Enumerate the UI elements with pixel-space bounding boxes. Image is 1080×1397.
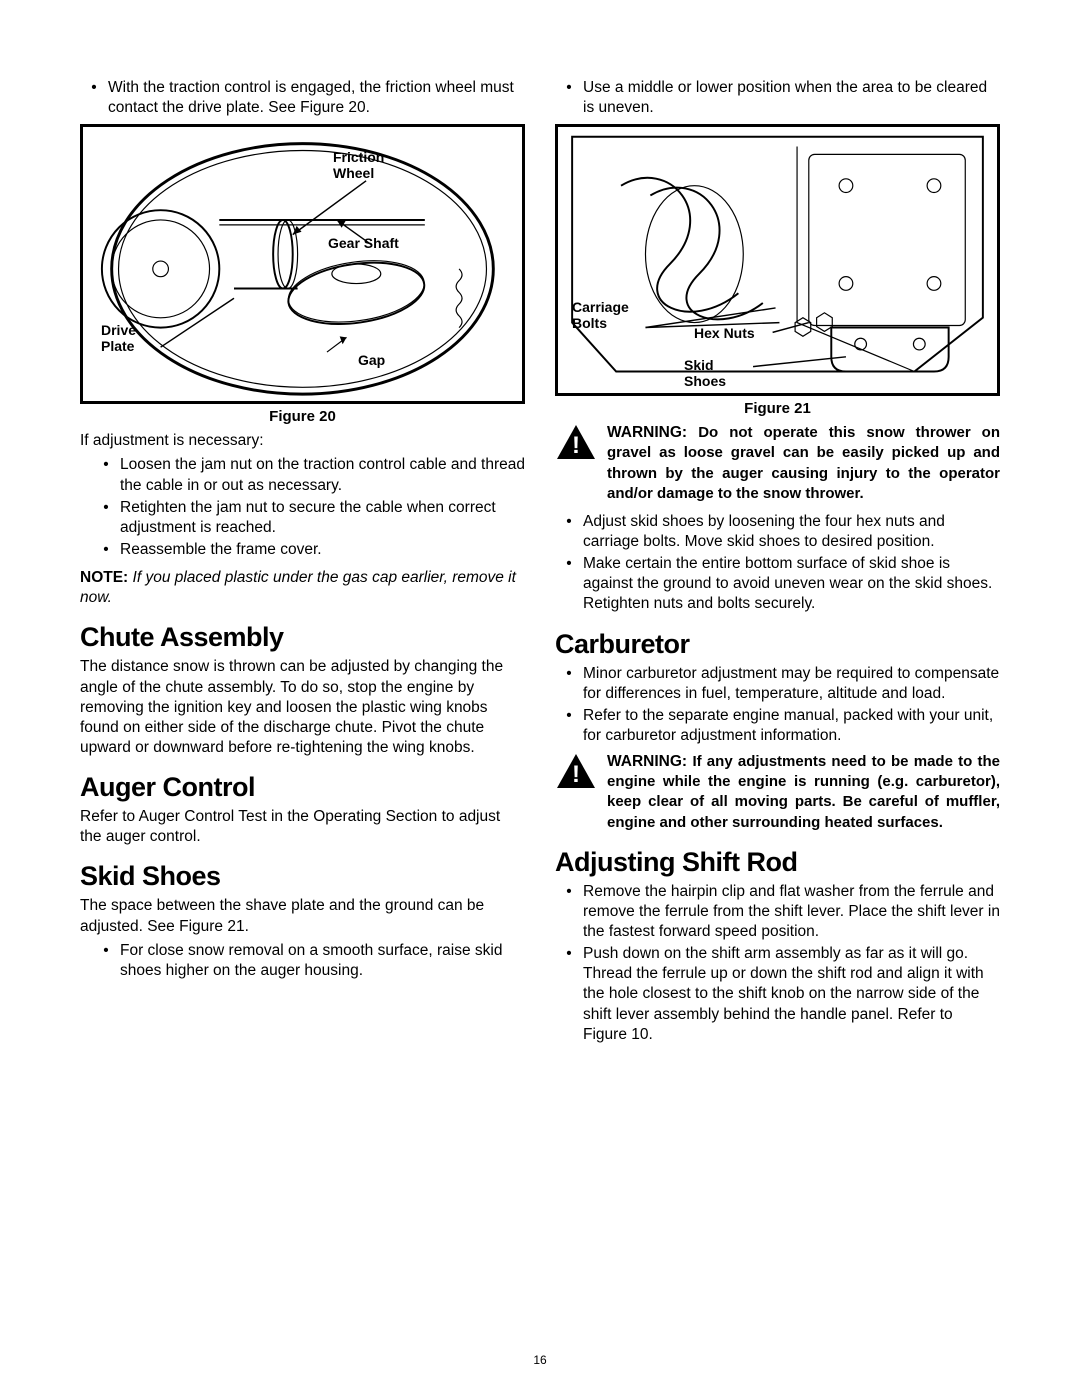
heading-carburetor: Carburetor [555,629,1000,660]
heading-shift-rod: Adjusting Shift Rod [555,847,1000,878]
figure-21-caption: Figure 21 [555,400,1000,417]
bullet-item: • Use a middle or lower position when th… [555,78,1000,118]
label-carriage-bolts: Carriage Bolts [572,299,629,331]
bullet-item: • Loosen the jam nut on the traction con… [80,455,525,495]
bullet-item: • Adjust skid shoes by loosening the fou… [555,512,1000,552]
warning-text: WARNING: If any adjustments need to be m… [607,752,1000,833]
paragraph: The distance snow is thrown can be adjus… [80,657,525,758]
bullet-text: Push down on the shift arm assembly as f… [583,944,1000,1045]
svg-text:!: ! [572,761,580,788]
bullet-dot: • [80,498,120,518]
paragraph: If adjustment is necessary: [80,431,525,451]
bullet-text: Remove the hairpin clip and flat washer … [583,882,1000,942]
left-column: • With the traction control is engaged, … [80,78,525,1047]
bullet-text: Adjust skid shoes by loosening the four … [583,512,1000,552]
warning-icon: ! [555,752,597,833]
bullet-text: Retighten the jam nut to secure the cabl… [120,498,525,538]
note-text: If you placed plastic under the gas cap … [80,569,516,606]
warning-label: WARNING: [607,753,687,770]
two-column-layout: • With the traction control is engaged, … [80,78,1000,1047]
heading-auger: Auger Control [80,772,525,803]
bullet-dot: • [80,78,108,98]
bullet-dot: • [555,512,583,532]
figure-20-caption: Figure 20 [80,408,525,425]
bullet-text: Reassemble the frame cover. [120,540,525,560]
figure-21: Carriage Bolts Hex Nuts Skid Shoes [555,124,1000,396]
bullet-item: • Make certain the entire bottom surface… [555,554,1000,614]
bullet-item: • With the traction control is engaged, … [80,78,525,118]
figure-21-svg [558,127,997,393]
right-column: • Use a middle or lower position when th… [555,78,1000,1047]
heading-skid: Skid Shoes [80,861,525,892]
bullet-dot: • [555,554,583,574]
label-friction-wheel: Friction Wheel [333,149,384,181]
bullet-dot: • [555,78,583,98]
note-label: NOTE: [80,569,128,586]
bullet-text: Refer to the separate engine manual, pac… [583,706,1000,746]
bullet-text: Loosen the jam nut on the traction contr… [120,455,525,495]
bullet-dot: • [555,706,583,726]
warning-label: WARNING: [607,424,687,441]
bullet-text: Make certain the entire bottom surface o… [583,554,1000,614]
figure-20-svg [83,127,522,401]
bullet-dot: • [80,455,120,475]
bullet-dot: • [555,664,583,684]
bullet-dot: • [555,944,583,964]
warning-block: ! WARNING: If any adjustments need to be… [555,752,1000,833]
bullet-dot: • [80,941,120,961]
bullet-item: • Minor carburetor adjustment may be req… [555,664,1000,704]
bullet-text: With the traction control is engaged, th… [108,78,525,118]
bullet-text: Use a middle or lower position when the … [583,78,1000,118]
bullet-item: • Retighten the jam nut to secure the ca… [80,498,525,538]
warning-text: WARNING: Do not operate this snow throwe… [607,423,1000,504]
label-gear-shaft: Gear Shaft [328,235,399,251]
bullet-item: • Push down on the shift arm assembly as… [555,944,1000,1045]
paragraph: Refer to Auger Control Test in the Opera… [80,807,525,847]
page-number: 16 [0,1353,1080,1367]
label-skid-shoes: Skid Shoes [684,357,726,389]
note-block: NOTE: If you placed plastic under the ga… [80,568,525,608]
label-gap: Gap [358,352,385,368]
bullet-item: • For close snow removal on a smooth sur… [80,941,525,981]
bullet-item: • Reassemble the frame cover. [80,540,525,560]
bullet-text: Minor carburetor adjustment may be requi… [583,664,1000,704]
bullet-dot: • [555,882,583,902]
warning-block: ! WARNING: Do not operate this snow thro… [555,423,1000,504]
bullet-text: For close snow removal on a smooth surfa… [120,941,525,981]
bullet-item: • Remove the hairpin clip and flat washe… [555,882,1000,942]
paragraph: The space between the shave plate and th… [80,896,525,936]
warning-icon: ! [555,423,597,504]
label-drive-plate: Drive Plate [101,322,136,354]
heading-chute: Chute Assembly [80,622,525,653]
svg-text:!: ! [572,432,580,459]
figure-20: Friction Wheel Gear Shaft Drive Plate Ga… [80,124,525,404]
label-hex-nuts: Hex Nuts [694,325,755,341]
bullet-item: • Refer to the separate engine manual, p… [555,706,1000,746]
bullet-dot: • [80,540,120,560]
